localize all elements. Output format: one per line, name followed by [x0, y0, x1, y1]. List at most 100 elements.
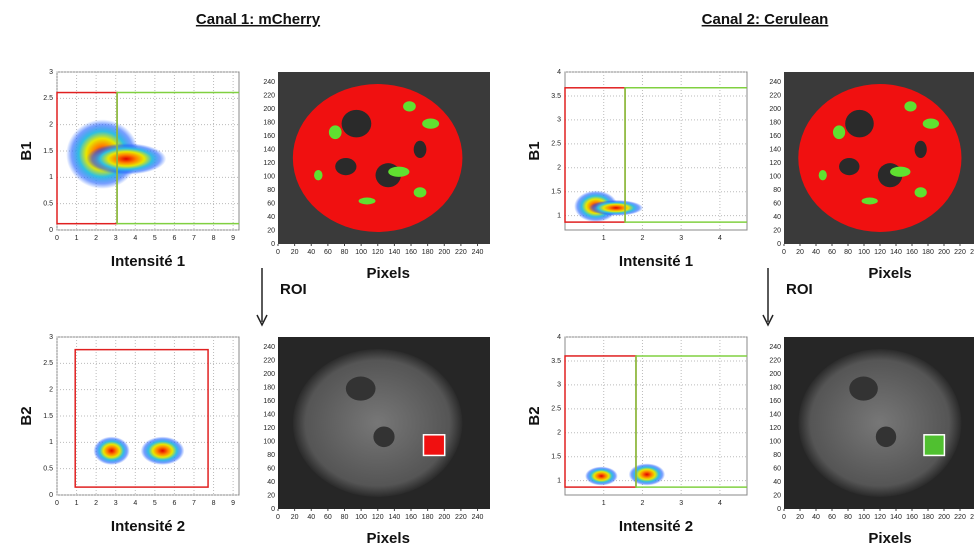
y-tick-label: 4: [557, 334, 561, 341]
x-tick-label: 2: [640, 500, 644, 507]
y-tick-label: 20: [773, 492, 781, 499]
y-tick-label: 200: [769, 106, 781, 113]
y-tick-label: 80: [773, 452, 781, 459]
x-tick-label: 5: [153, 500, 157, 507]
y-tick-label: 2: [557, 430, 561, 437]
y-tick-label: 1: [557, 477, 561, 484]
y-axis-label: B1: [526, 141, 543, 160]
y-tick-label: 1.5: [551, 454, 561, 461]
x-axis-label: Intensité 2: [619, 518, 693, 535]
x-tick-label: 140: [389, 514, 401, 521]
y-tick-label: 2.5: [551, 406, 561, 413]
mask-hole: [413, 140, 427, 158]
y-tick-label: 100: [769, 438, 781, 445]
x-axis-label: Pixels: [367, 530, 410, 547]
x-tick-label: 200: [938, 249, 950, 256]
x-tick-label: 120: [372, 514, 384, 521]
y-tick-label: 180: [769, 384, 781, 391]
y-tick-label: 3: [557, 117, 561, 124]
y-tick-label: 140: [263, 146, 275, 153]
channel-title: Canal 2: Cerulean: [702, 11, 829, 28]
x-tick-label: 20: [291, 514, 299, 521]
y-tick-label: 3.5: [551, 358, 561, 365]
mask-green: [914, 187, 927, 198]
x-tick-label: 240: [472, 514, 484, 521]
roi-arrow-head: [762, 314, 774, 327]
x-tick-label: 5: [153, 235, 157, 242]
density-cloud: [86, 143, 167, 175]
x-tick-label: 1: [602, 500, 606, 507]
y-tick-label: 2.5: [551, 141, 561, 148]
y-tick-label: 80: [267, 452, 275, 459]
x-tick-label: 240: [970, 514, 974, 521]
y-tick-label: 40: [267, 214, 275, 221]
y-tick-label: 240: [769, 79, 781, 86]
x-tick-label: 4: [133, 500, 137, 507]
x-tick-label: 7: [192, 500, 196, 507]
y-tick-label: 180: [263, 119, 275, 126]
x-axis-label: Pixels: [367, 265, 410, 282]
y-tick-label: 40: [773, 479, 781, 486]
y-tick-label: 0: [777, 506, 781, 513]
mask-green: [328, 125, 342, 140]
x-axis-label: Intensité 2: [111, 518, 185, 535]
y-tick-label: 20: [773, 227, 781, 234]
mask-hole: [341, 109, 372, 138]
x-tick-label: 120: [874, 249, 886, 256]
x-tick-label: 2: [94, 500, 98, 507]
y-tick-label: 20: [267, 492, 275, 499]
y-tick-label: 220: [769, 92, 781, 99]
x-tick-label: 1: [75, 235, 79, 242]
x-tick-label: 200: [938, 514, 950, 521]
y-tick-label: 220: [769, 357, 781, 364]
x-tick-label: 60: [828, 249, 836, 256]
mask-green: [413, 187, 427, 198]
x-tick-label: 200: [438, 514, 450, 521]
roi-box: [923, 434, 946, 457]
mask-green: [904, 101, 917, 112]
gate-green: [116, 91, 239, 225]
y-tick-label: 3: [557, 382, 561, 389]
x-tick-label: 4: [718, 235, 722, 242]
x-tick-label: 60: [828, 514, 836, 521]
y-tick-label: 240: [769, 344, 781, 351]
y-tick-label: 200: [263, 106, 275, 113]
x-tick-label: 100: [355, 249, 367, 256]
y-tick-label: 120: [263, 160, 275, 167]
roi-arrow-head: [256, 314, 268, 327]
cell: [798, 349, 962, 497]
y-axis-label: B1: [18, 141, 35, 160]
gate-green: [635, 355, 747, 488]
x-tick-label: 9: [231, 500, 235, 507]
x-tick-label: 60: [324, 514, 332, 521]
y-tick-label: 80: [773, 187, 781, 194]
y-tick-label: 180: [769, 119, 781, 126]
x-tick-label: 3: [114, 235, 118, 242]
x-tick-label: 180: [922, 514, 934, 521]
y-tick-label: 2: [557, 165, 561, 172]
y-tick-label: 140: [769, 146, 781, 153]
x-tick-label: 140: [389, 249, 401, 256]
x-tick-label: 40: [812, 249, 820, 256]
density-cloud: [588, 199, 644, 216]
x-tick-label: 1: [75, 500, 79, 507]
x-tick-label: 180: [422, 249, 434, 256]
x-tick-label: 9: [231, 235, 235, 242]
mask-green: [314, 170, 323, 181]
y-tick-label: 2.5: [43, 95, 53, 102]
y-tick-label: 160: [769, 398, 781, 405]
x-tick-label: 4: [133, 235, 137, 242]
y-tick-label: 60: [773, 465, 781, 472]
density-cloud: [140, 436, 185, 465]
gate-green: [624, 87, 747, 223]
roi-box: [422, 434, 446, 457]
x-tick-label: 6: [172, 235, 176, 242]
y-tick-label: 100: [263, 438, 275, 445]
x-tick-label: 220: [954, 514, 966, 521]
x-tick-label: 20: [291, 249, 299, 256]
density-cloud: [628, 463, 666, 486]
y-tick-label: 0: [49, 492, 53, 499]
y-tick-label: 3: [49, 334, 53, 341]
mask-green: [422, 118, 440, 129]
channel-title: Canal 1: mCherry: [196, 11, 321, 28]
